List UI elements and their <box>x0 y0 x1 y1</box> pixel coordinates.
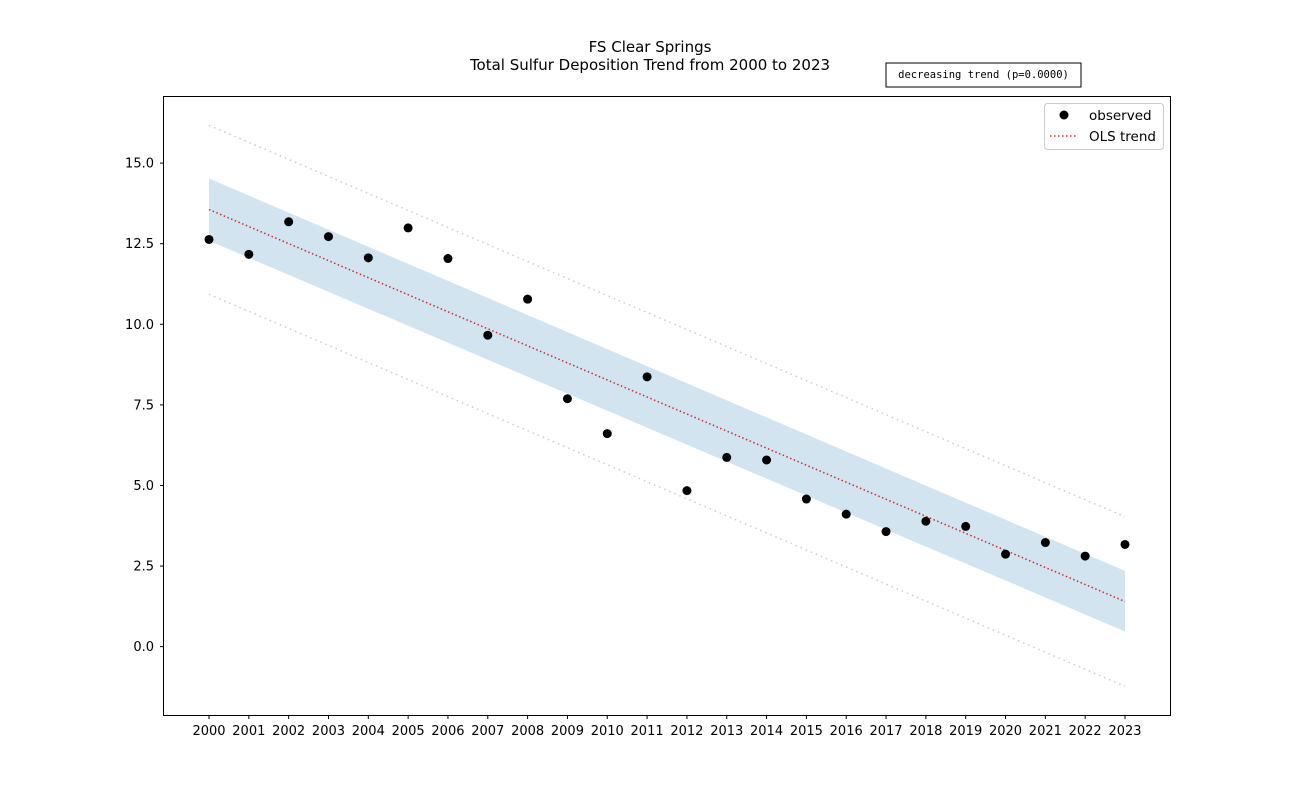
observed-point <box>1001 549 1011 559</box>
y-tick-label: 0.0 <box>133 640 154 655</box>
observed-point <box>244 249 254 259</box>
prediction-upper-line <box>208 124 1126 518</box>
x-tick-label: 2006 <box>431 724 464 739</box>
legend-observed-label: observed <box>1089 108 1152 124</box>
observed-point <box>642 372 652 382</box>
x-tick-label: 2011 <box>631 724 664 739</box>
observed-point <box>881 527 891 537</box>
observed-point <box>921 516 931 526</box>
x-tick-label: 2021 <box>1029 724 1062 739</box>
y-tick-label: 15.0 <box>125 157 154 172</box>
observed-point <box>722 452 732 462</box>
observed-point <box>284 217 294 227</box>
observed-point <box>204 234 214 244</box>
prediction-lower-line <box>208 293 1126 687</box>
x-tick-label: 2002 <box>272 724 305 739</box>
chart-title: FS Clear Springs <box>589 38 712 56</box>
plot-area <box>204 124 1130 687</box>
x-tick-label: 2007 <box>471 724 504 739</box>
trend-annotation-box <box>885 62 1082 88</box>
x-tick-label: 2020 <box>989 724 1022 739</box>
y-tick-label: 12.5 <box>125 237 154 252</box>
x-tick-label: 2004 <box>352 724 385 739</box>
x-tick-label: 2009 <box>551 724 584 739</box>
observed-point <box>483 330 493 340</box>
y-tick-label: 7.5 <box>133 398 154 413</box>
observed-point <box>801 494 811 504</box>
x-tick-label: 2019 <box>949 724 982 739</box>
x-tick-label: 2010 <box>591 724 624 739</box>
trend-annotation: decreasing trend (p=0.0000) <box>898 69 1069 81</box>
legend-ols-label: OLS trend <box>1089 129 1156 145</box>
observed-point <box>1080 551 1090 561</box>
x-tick-label: 2000 <box>192 724 225 739</box>
x-tick-label: 2022 <box>1069 724 1102 739</box>
observed-point <box>1040 538 1050 548</box>
observed-point <box>363 253 373 263</box>
y-tick-label: 2.5 <box>133 560 154 575</box>
observed-point <box>682 486 692 496</box>
observed-point <box>443 254 453 264</box>
observed-point <box>562 394 572 404</box>
observed-point <box>1120 539 1130 549</box>
observed-point <box>602 429 612 439</box>
observed-point <box>523 294 533 304</box>
chart-subtitle: Total Sulfur Deposition Trend from 2000 … <box>469 56 830 74</box>
x-tick-label: 2012 <box>670 724 703 739</box>
legend-observed-marker <box>1059 110 1069 120</box>
x-tick-label: 2005 <box>392 724 425 739</box>
x-tick-label: 2013 <box>710 724 743 739</box>
x-tick-label: 2001 <box>232 724 265 739</box>
x-tick-label: 2016 <box>830 724 863 739</box>
x-tick-label: 2018 <box>909 724 942 739</box>
observed-point <box>403 223 413 233</box>
x-tick-label: 2023 <box>1108 724 1141 739</box>
observed-point <box>323 232 333 242</box>
x-tick-label: 2014 <box>750 724 783 739</box>
axes-frame <box>163 96 1171 716</box>
legend: observed OLS trend <box>1044 103 1164 150</box>
y-tick-label: 10.0 <box>125 318 154 333</box>
legend-box <box>1044 103 1164 150</box>
observed-point <box>961 521 971 531</box>
observed-point <box>841 509 851 519</box>
confidence-band <box>209 178 1125 632</box>
x-tick-label: 2015 <box>790 724 823 739</box>
x-tick-label: 2017 <box>869 724 902 739</box>
y-tick-label: 5.0 <box>133 479 154 494</box>
axes: 2000 2001 2002 2003 2004 2005 2006 2007 2008 2009… <box>125 157 1141 739</box>
x-tick-label: 2008 <box>511 724 544 739</box>
x-tick-label: 2003 <box>312 724 345 739</box>
observed-point <box>762 455 772 465</box>
